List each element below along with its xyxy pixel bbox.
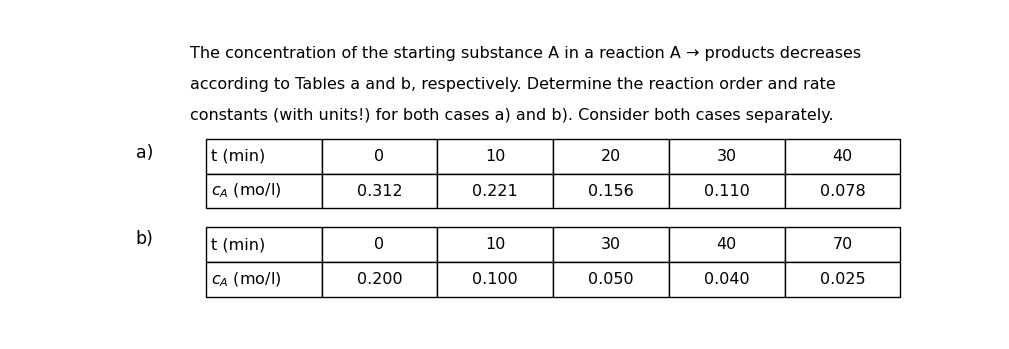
- Bar: [553, 227, 669, 262]
- Text: 40: 40: [832, 149, 853, 164]
- Bar: [322, 262, 437, 297]
- Text: $c_A$ (mo/l): $c_A$ (mo/l): [211, 182, 281, 200]
- Text: constants (with units!) for both cases a) and b). Consider both cases separately: constants (with units!) for both cases a…: [191, 108, 833, 123]
- Text: 0: 0: [374, 237, 384, 252]
- Bar: [785, 139, 900, 173]
- Text: according to Tables a and b, respectively. Determine the reaction order and rate: according to Tables a and b, respectivel…: [191, 77, 836, 92]
- Text: 0.100: 0.100: [472, 272, 518, 287]
- Bar: [437, 227, 553, 262]
- Text: 0.050: 0.050: [588, 272, 634, 287]
- Bar: [669, 227, 785, 262]
- Bar: [437, 262, 553, 297]
- Bar: [669, 262, 785, 297]
- Bar: [785, 262, 900, 297]
- Text: a): a): [135, 144, 153, 162]
- Bar: [669, 173, 785, 208]
- Text: $c_A$ (mo/l): $c_A$ (mo/l): [211, 270, 281, 289]
- Text: 0.040: 0.040: [704, 272, 750, 287]
- Bar: [322, 173, 437, 208]
- Bar: [206, 262, 322, 297]
- Text: The concentration of the starting substance A in a reaction A → products decreas: The concentration of the starting substa…: [191, 46, 862, 61]
- Bar: [785, 227, 900, 262]
- Bar: [206, 173, 322, 208]
- Text: b): b): [135, 230, 153, 248]
- Text: 10: 10: [485, 237, 506, 252]
- Text: 0.078: 0.078: [819, 184, 866, 199]
- Text: t (min): t (min): [211, 149, 264, 164]
- Text: 30: 30: [601, 237, 621, 252]
- Text: 40: 40: [716, 237, 737, 252]
- Bar: [437, 139, 553, 173]
- Text: 0.025: 0.025: [819, 272, 866, 287]
- Text: 0: 0: [374, 149, 384, 164]
- Bar: [206, 139, 322, 173]
- Bar: [553, 139, 669, 173]
- Bar: [553, 262, 669, 297]
- Bar: [785, 173, 900, 208]
- Bar: [322, 139, 437, 173]
- Text: 20: 20: [600, 149, 622, 164]
- Bar: [322, 227, 437, 262]
- Bar: [669, 139, 785, 173]
- Text: 0.200: 0.200: [356, 272, 403, 287]
- Text: 0.110: 0.110: [703, 184, 750, 199]
- Text: 0.312: 0.312: [356, 184, 403, 199]
- Bar: [206, 227, 322, 262]
- Text: 30: 30: [716, 149, 737, 164]
- Text: 70: 70: [832, 237, 853, 252]
- Bar: [553, 173, 669, 208]
- Text: 10: 10: [485, 149, 506, 164]
- Text: 0.221: 0.221: [472, 184, 518, 199]
- Bar: [437, 173, 553, 208]
- Text: t (min): t (min): [211, 237, 264, 252]
- Text: 0.156: 0.156: [588, 184, 634, 199]
